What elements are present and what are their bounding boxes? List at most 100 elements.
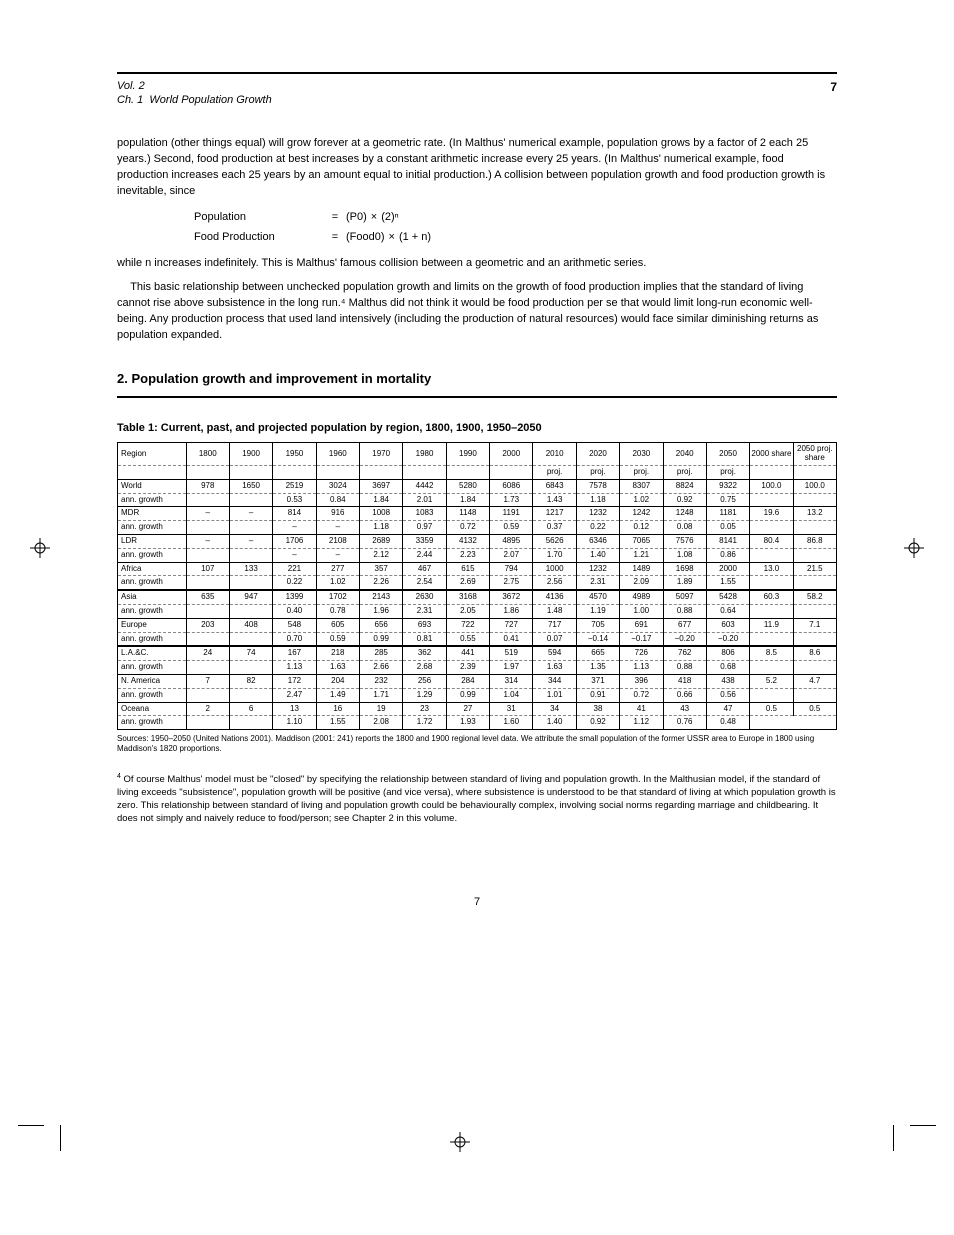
table-cell: 5626 — [533, 535, 576, 549]
table-cell: – — [229, 507, 272, 521]
table-cell: 2.31 — [403, 605, 446, 619]
table-cell: – — [273, 521, 316, 535]
table-cell: 1.60 — [490, 716, 533, 730]
table-header-cell: 2030 — [620, 443, 663, 466]
section-rule — [117, 396, 837, 398]
table-cell: 1242 — [620, 507, 663, 521]
table-cell: 1232 — [576, 562, 619, 576]
table-cell: 0.99 — [360, 632, 403, 646]
times-icon: × — [367, 210, 381, 226]
table-cell — [793, 632, 836, 646]
table-cell — [793, 688, 836, 702]
table-cell: 82 — [229, 674, 272, 688]
header-left: Vol. 2 Ch. 1 World Population Growth — [117, 80, 272, 106]
table-cell: 0.72 — [620, 688, 663, 702]
table-cell: 8824 — [663, 479, 706, 493]
table-cell: 2.05 — [446, 605, 489, 619]
table-cell — [186, 548, 229, 562]
table-cell: 438 — [706, 674, 749, 688]
table-cell: 0.59 — [490, 521, 533, 535]
table-header-cell: 2050 proj. share — [793, 443, 836, 466]
table-cell: 0.88 — [663, 605, 706, 619]
table-cell: 13.0 — [750, 562, 793, 576]
table-subheader-cell — [186, 466, 229, 480]
table-cell — [793, 605, 836, 619]
table-header-cell: 2050 — [706, 443, 749, 466]
table-cell: 1.73 — [490, 493, 533, 507]
table-cell: 7065 — [620, 535, 663, 549]
table-cell — [186, 661, 229, 675]
table-region-cell: L.A.&C. — [118, 646, 187, 660]
table-cell: 2000 — [706, 562, 749, 576]
table-row: LDR––17062108268933594132489556266346706… — [118, 535, 837, 549]
table-cell: 1181 — [706, 507, 749, 521]
table-cell — [229, 632, 272, 646]
table-cell: 0.22 — [273, 576, 316, 590]
table-growth-label: ann. growth — [118, 576, 187, 590]
table-cell: – — [186, 535, 229, 549]
table-growth-row: ann. growth1.131.632.662.682.391.971.631… — [118, 661, 837, 675]
table-cell: 4895 — [490, 535, 533, 549]
table-cell: 43 — [663, 702, 706, 716]
table-cell — [229, 661, 272, 675]
table-cell: 2689 — [360, 535, 403, 549]
table-cell — [229, 521, 272, 535]
table-cell: 204 — [316, 674, 359, 688]
table-growth-label: ann. growth — [118, 605, 187, 619]
table-subheader-cell: proj. — [620, 466, 663, 480]
table-cell: 2.26 — [360, 576, 403, 590]
table-cell: 0.92 — [663, 493, 706, 507]
table-cell: 0.76 — [663, 716, 706, 730]
table-cell: 1399 — [273, 590, 316, 604]
table-cell: 1.00 — [620, 605, 663, 619]
table-header-cell: 2000 share — [750, 443, 793, 466]
table-cell: 1.97 — [490, 661, 533, 675]
table-cell: 1.63 — [316, 661, 359, 675]
table-cell: 947 — [229, 590, 272, 604]
table-cell: 1.72 — [403, 716, 446, 730]
table-cell: 1.13 — [273, 661, 316, 675]
table-cell: 0.08 — [663, 521, 706, 535]
table-growth-row: ann. growth0.221.022.262.542.692.752.562… — [118, 576, 837, 590]
table-region-cell: Europe — [118, 618, 187, 632]
table-cell: 9322 — [706, 479, 749, 493]
table-cell: 806 — [706, 646, 749, 660]
table-cell: 418 — [663, 674, 706, 688]
table-cell: 4989 — [620, 590, 663, 604]
table-cell: – — [316, 548, 359, 562]
table-cell: 0.5 — [750, 702, 793, 716]
table-cell: 4570 — [576, 590, 619, 604]
page-container: Vol. 2 Ch. 1 World Population Growth 7 p… — [117, 0, 837, 826]
table-cell: 1.48 — [533, 605, 576, 619]
page-footer-number: 7 — [0, 896, 954, 908]
table-header-row: Region1800190019501960197019801990200020… — [118, 443, 837, 466]
table-subheader-cell — [750, 466, 793, 480]
table-cell: 16 — [316, 702, 359, 716]
table-cell — [793, 661, 836, 675]
table-cell: 1.40 — [533, 716, 576, 730]
table-cell: 2.07 — [490, 548, 533, 562]
table-cell: 0.48 — [706, 716, 749, 730]
header-rule — [117, 72, 837, 74]
table-cell: – — [273, 548, 316, 562]
table-cell: 1.63 — [533, 661, 576, 675]
table-region-cell: MDR — [118, 507, 187, 521]
table-cell — [793, 493, 836, 507]
table-cell — [186, 632, 229, 646]
table-cell: 722 — [446, 618, 489, 632]
table-cell: 1.43 — [533, 493, 576, 507]
table-cell — [793, 576, 836, 590]
table-cell: 519 — [490, 646, 533, 660]
table-cell: 13 — [273, 702, 316, 716]
table-cell: 0.99 — [446, 688, 489, 702]
table-cell: 656 — [360, 618, 403, 632]
table-cell: 1698 — [663, 562, 706, 576]
table-cell: 548 — [273, 618, 316, 632]
table-cell: 1.70 — [533, 548, 576, 562]
table-cell: 1083 — [403, 507, 446, 521]
table-cell: 691 — [620, 618, 663, 632]
table-cell: 172 — [273, 674, 316, 688]
table-cell: 2.01 — [403, 493, 446, 507]
table-cell — [793, 521, 836, 535]
table-cell — [186, 493, 229, 507]
